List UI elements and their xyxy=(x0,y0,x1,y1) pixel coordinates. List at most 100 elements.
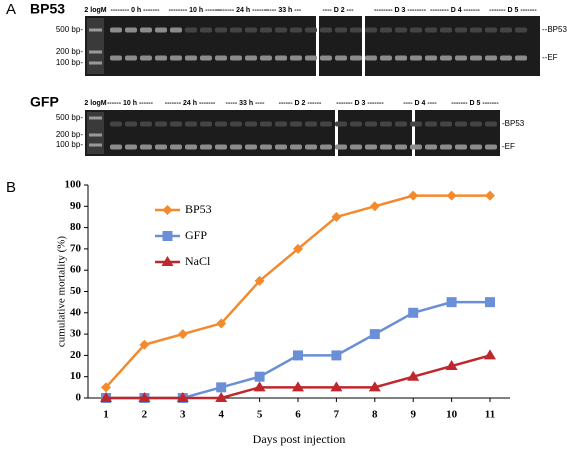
lane-label: ------- D 5 ------- xyxy=(451,100,499,107)
gel-gap xyxy=(316,16,319,76)
ladder-band xyxy=(89,143,102,147)
gel-band xyxy=(110,55,122,61)
data-point xyxy=(331,350,342,361)
gel-band xyxy=(290,121,302,127)
gel-band xyxy=(200,55,212,61)
data-point xyxy=(293,350,303,361)
gel-band xyxy=(380,144,392,150)
gel-band xyxy=(515,55,527,61)
lane-label: ---- D 2 --- xyxy=(322,7,354,14)
gel-band xyxy=(155,55,167,61)
band-label: -EF xyxy=(502,142,515,151)
data-point xyxy=(330,381,343,392)
gel-band xyxy=(440,27,452,33)
gel-band xyxy=(215,121,227,127)
gel-band xyxy=(185,144,197,150)
data-point xyxy=(369,329,380,340)
data-point xyxy=(408,307,419,318)
y-tick-label: 50 xyxy=(70,285,82,297)
legend-marker xyxy=(161,256,174,266)
data-point xyxy=(446,297,457,308)
gel-band xyxy=(155,27,167,33)
data-point xyxy=(408,190,419,201)
gel-band xyxy=(185,121,197,127)
gel-band xyxy=(350,144,362,150)
data-point xyxy=(407,370,420,381)
gel-band xyxy=(305,55,317,61)
gel-band xyxy=(305,144,317,150)
gel-band xyxy=(335,55,347,61)
y-tick-label: 10 xyxy=(70,370,82,382)
y-tick-label: 20 xyxy=(70,349,82,361)
y-tick-label: 40 xyxy=(70,306,82,318)
gel-band xyxy=(365,144,377,150)
data-point xyxy=(368,381,381,392)
lane-label: -------- 10 h ------- xyxy=(169,7,223,14)
gel-band xyxy=(455,55,467,61)
ladder-label: 2 logM xyxy=(84,100,106,107)
x-tick-label: 3 xyxy=(180,409,186,421)
gel-band xyxy=(140,121,152,127)
marker-label: 200 bp- xyxy=(56,47,83,56)
band-label: --BP53 xyxy=(542,25,567,34)
gel-band xyxy=(410,121,422,127)
lane-label: -------- 24 h ------- xyxy=(216,7,270,14)
marker-label: 200 bp- xyxy=(56,130,83,139)
marker-label: 100 bp- xyxy=(56,58,83,67)
ladder-band xyxy=(89,28,102,32)
gel-band xyxy=(230,55,242,61)
data-point xyxy=(253,381,266,392)
gel-band xyxy=(260,27,272,33)
gel-band xyxy=(380,121,392,127)
data-point xyxy=(254,275,265,286)
gel-image xyxy=(85,16,540,76)
gel-band xyxy=(170,144,182,150)
gel-band xyxy=(395,55,407,61)
gel-band xyxy=(455,27,467,33)
gel-title: GFP xyxy=(30,94,59,110)
gel-band xyxy=(260,121,272,127)
y-tick-label: 80 xyxy=(70,221,82,233)
ladder-band xyxy=(89,133,102,137)
legend-marker xyxy=(162,205,173,215)
lane-label: ---- D 4 ---- xyxy=(403,100,437,107)
ladder-band xyxy=(89,50,102,54)
gel-band xyxy=(410,55,422,61)
gel-band xyxy=(185,55,197,61)
x-tick-label: 11 xyxy=(485,409,495,421)
panel-label: A xyxy=(6,1,16,18)
gel-band xyxy=(125,27,137,33)
lane-label: ------- D 3 ------- xyxy=(336,100,384,107)
gel-band xyxy=(245,144,257,150)
gel-band xyxy=(515,27,527,33)
gel-band xyxy=(305,121,317,127)
series-line xyxy=(106,354,491,400)
gel-band xyxy=(470,55,482,61)
gel-band xyxy=(500,27,512,33)
gel-band xyxy=(440,144,452,150)
lane-label: ------- 24 h ------- xyxy=(165,100,216,107)
y-tick-label: 100 xyxy=(65,179,82,191)
gel-band xyxy=(425,55,437,61)
ladder-band xyxy=(89,61,102,65)
gel-band xyxy=(335,27,347,33)
gel-band xyxy=(410,27,422,33)
gel-band xyxy=(335,121,347,127)
lane-label: ------ 10 h ------ xyxy=(107,100,154,107)
gel-band xyxy=(410,144,422,150)
lane-label: ------- D 5 ------- xyxy=(489,7,537,14)
x-tick-label: 5 xyxy=(257,409,263,421)
data-point xyxy=(100,392,112,402)
gel-band xyxy=(275,55,287,61)
gel-band xyxy=(155,144,167,150)
gel-band xyxy=(485,121,497,127)
gel-band xyxy=(350,27,362,33)
data-point xyxy=(176,392,189,402)
gel-band xyxy=(440,121,452,127)
legend-label: NaCl xyxy=(185,254,211,268)
gel-band xyxy=(485,55,497,61)
gel-band xyxy=(110,27,122,33)
data-point xyxy=(138,392,151,402)
gel-band xyxy=(170,27,182,33)
